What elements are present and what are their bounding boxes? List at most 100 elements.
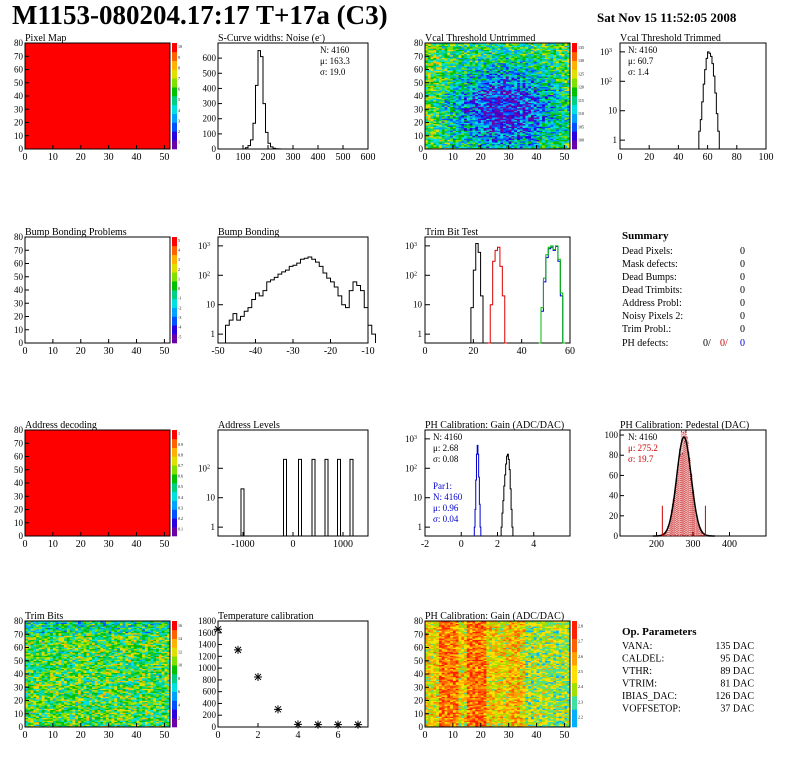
heatmap-cell bbox=[466, 123, 470, 126]
heatmap-cell bbox=[480, 115, 484, 118]
heatmap-cell bbox=[517, 146, 521, 148]
heatmap-cell bbox=[544, 133, 548, 135]
heatmap-cell bbox=[561, 106, 565, 109]
heatmap-cell bbox=[508, 89, 512, 92]
heatmap-cell bbox=[517, 101, 521, 103]
heatmap-cell bbox=[511, 126, 515, 129]
heatmap-cell bbox=[553, 86, 557, 89]
heatmap-cell bbox=[530, 127, 535, 130]
heatmap-cell bbox=[441, 78, 445, 81]
heatmap-cell bbox=[511, 78, 515, 81]
x-tick-label: 1000 bbox=[333, 539, 353, 550]
heatmap-cell bbox=[464, 77, 468, 80]
heatmap-cell bbox=[522, 82, 526, 85]
heatmap-cell bbox=[528, 129, 532, 131]
heatmap-cell bbox=[514, 85, 518, 88]
heatmap-cell bbox=[458, 145, 462, 147]
heatmap-cell bbox=[505, 84, 509, 86]
heatmap-cell bbox=[486, 93, 490, 95]
heatmap-cell bbox=[558, 102, 562, 105]
heatmap-cell bbox=[514, 88, 518, 90]
heatmap-cell bbox=[528, 115, 532, 118]
heatmap-cell bbox=[517, 145, 521, 147]
stat-line: μ: 60.7 bbox=[628, 56, 654, 66]
heatmap-cell bbox=[472, 119, 476, 122]
heatmap-cell bbox=[477, 86, 482, 89]
heatmap-cell bbox=[503, 78, 507, 81]
heatmap-cell bbox=[452, 147, 456, 150]
heatmap-cell bbox=[452, 113, 456, 115]
heatmap-cell bbox=[461, 109, 465, 111]
heatmap-cell bbox=[458, 88, 462, 90]
heatmap-cell bbox=[514, 90, 518, 93]
heatmap-cell bbox=[511, 98, 515, 101]
heatmap-cell bbox=[522, 99, 526, 102]
heatmap-cell bbox=[450, 146, 454, 148]
heatmap-cell bbox=[436, 89, 440, 92]
heatmap-cell bbox=[441, 135, 445, 138]
heatmap-cell bbox=[464, 134, 468, 137]
heatmap-cell bbox=[477, 143, 482, 146]
heatmap-cell bbox=[508, 78, 512, 81]
heatmap-cell bbox=[464, 143, 468, 146]
heatmap-cell bbox=[433, 139, 437, 142]
heatmap-cell bbox=[483, 138, 487, 141]
colorbar-label: 0.5 bbox=[178, 484, 183, 489]
heatmap-cell bbox=[536, 130, 540, 133]
heatmap-cell bbox=[441, 131, 445, 134]
heatmap-cell bbox=[544, 84, 548, 86]
heatmap-cell bbox=[425, 96, 429, 98]
heatmap-cell bbox=[461, 145, 465, 147]
heatmap-cell bbox=[483, 123, 487, 126]
heatmap-cell bbox=[458, 121, 462, 123]
heatmap-cell bbox=[528, 134, 532, 137]
heatmap-cell bbox=[561, 86, 565, 89]
heatmap-cell bbox=[547, 118, 551, 121]
heatmap-cell bbox=[505, 134, 509, 137]
heatmap-cell bbox=[427, 90, 431, 93]
chart-ph-pedestal: PH Calibration: Pedestal (DAC)0204060801… bbox=[605, 420, 767, 550]
y-tick-label: 103 bbox=[198, 241, 210, 251]
heatmap-cell bbox=[450, 142, 454, 145]
heatmap-cell bbox=[542, 99, 546, 102]
heatmap-cell bbox=[475, 90, 479, 93]
heatmap-cell bbox=[486, 110, 490, 113]
heatmap-cell bbox=[508, 142, 512, 145]
heatmap-cell bbox=[483, 119, 487, 122]
heatmap-cell bbox=[558, 82, 562, 85]
heatmap-cell bbox=[475, 134, 479, 137]
heatmap-cell bbox=[544, 80, 548, 82]
heatmap-cell bbox=[514, 129, 518, 131]
heatmap-cell bbox=[475, 133, 479, 135]
heatmap-cell bbox=[430, 123, 434, 126]
heatmap-cell bbox=[494, 119, 498, 122]
heatmap-cell bbox=[464, 129, 468, 131]
heatmap-cell bbox=[430, 92, 434, 94]
heatmap-cell bbox=[494, 113, 498, 115]
heatmap-cell bbox=[475, 127, 479, 130]
heatmap-cell bbox=[441, 134, 445, 137]
heatmap-cell bbox=[433, 109, 437, 111]
heatmap-cell bbox=[477, 118, 482, 121]
heatmap-cell bbox=[425, 90, 429, 93]
heatmap-cell bbox=[533, 115, 537, 118]
heatmap-cell bbox=[497, 93, 501, 95]
heatmap-cell bbox=[542, 115, 546, 118]
heatmap-cell bbox=[447, 134, 451, 137]
heatmap-cell bbox=[564, 113, 568, 115]
heatmap-cell bbox=[447, 84, 451, 86]
heatmap-cell bbox=[567, 92, 571, 94]
heatmap-cell bbox=[508, 109, 512, 111]
heatmap-cell bbox=[536, 129, 540, 131]
heatmap-cell bbox=[511, 115, 515, 118]
x-tick-label: 100 bbox=[236, 152, 251, 163]
heatmap-cell bbox=[483, 99, 487, 102]
heatmap-cell bbox=[505, 111, 509, 114]
heatmap-cell bbox=[528, 130, 532, 133]
heatmap-cell bbox=[519, 125, 523, 127]
heatmap-cell bbox=[550, 111, 554, 114]
heatmap-cell bbox=[489, 117, 493, 119]
heatmap-cell bbox=[567, 138, 571, 141]
heatmap-cell bbox=[464, 103, 468, 106]
heatmap-cell bbox=[455, 90, 459, 93]
